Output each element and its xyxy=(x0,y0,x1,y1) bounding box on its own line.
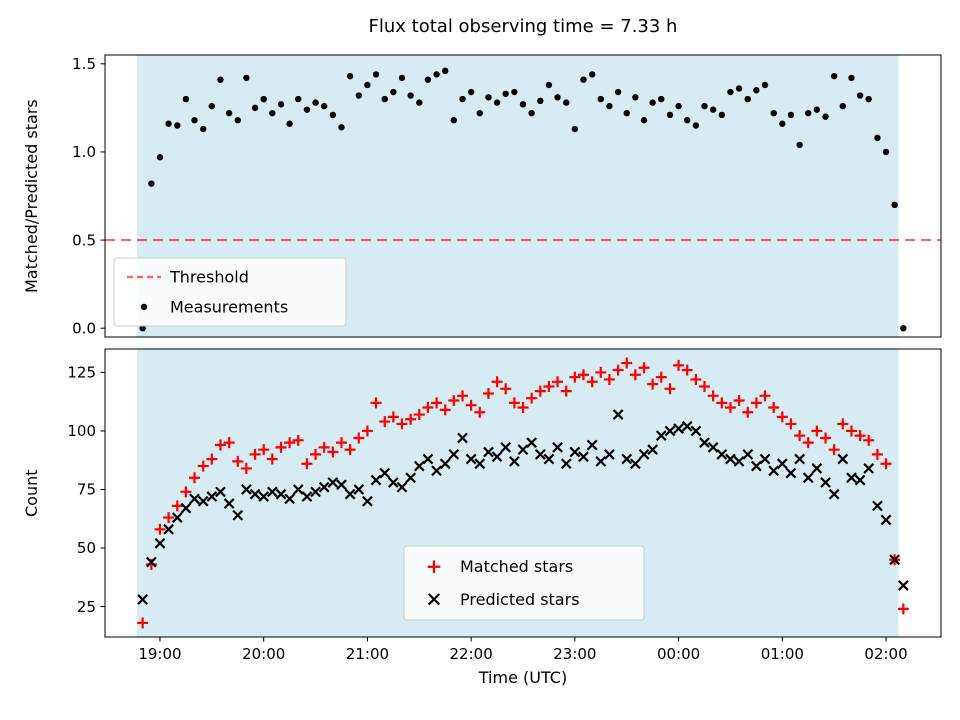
panel-bottom: 25 50 75 100 125 19:00 20:00 21:00 22:00 23:00 00:… xyxy=(67,348,942,663)
y-tick-label: 125 xyxy=(67,364,96,382)
legend-box xyxy=(113,257,347,327)
x-axis-label: Time (UTC) xyxy=(478,668,568,687)
series-matched-stars xyxy=(137,357,909,629)
axes-spines xyxy=(104,54,942,338)
legend-label: Predicted stars xyxy=(460,590,580,609)
y-tick-label: 75 xyxy=(77,481,96,499)
legend-label: Measurements xyxy=(170,297,288,316)
x-tick-label: 00:00 xyxy=(657,645,700,663)
chart-title: Flux total observing time = 7.33 h xyxy=(368,16,678,37)
y-tick-label: 100 xyxy=(67,422,96,440)
legend: Matched stars Predicted stars xyxy=(403,545,645,621)
y-tick-label: 0.0 xyxy=(72,319,96,337)
x-tick-label: 20:00 xyxy=(242,645,285,663)
x-tick-label: 23:00 xyxy=(553,645,596,663)
x-tick-label: 22:00 xyxy=(450,645,493,663)
y-tick-label: 1.5 xyxy=(72,55,96,73)
axes-spines xyxy=(104,348,942,638)
legend-label: Matched stars xyxy=(460,557,573,576)
y-tick-label: 50 xyxy=(77,539,96,557)
legend-label: Threshold xyxy=(169,268,249,287)
legend: Threshold Measurements xyxy=(113,257,347,327)
legend-box xyxy=(403,545,645,621)
y-tick-label: 25 xyxy=(77,598,96,616)
x-tick-label: 21:00 xyxy=(346,645,389,663)
y-tick-label: 0.5 xyxy=(72,231,96,249)
y-tick-label: 1.0 xyxy=(72,143,96,161)
x-tick-label: 01:00 xyxy=(761,645,804,663)
x-tick-label: 19:00 xyxy=(138,645,181,663)
series-measurements xyxy=(139,67,907,332)
series-predicted-stars xyxy=(137,409,909,605)
panel-top: 0.0 0.5 1.0 1.5 Threshold Measurements xyxy=(72,54,942,338)
x-tick-label: 02:00 xyxy=(864,645,907,663)
